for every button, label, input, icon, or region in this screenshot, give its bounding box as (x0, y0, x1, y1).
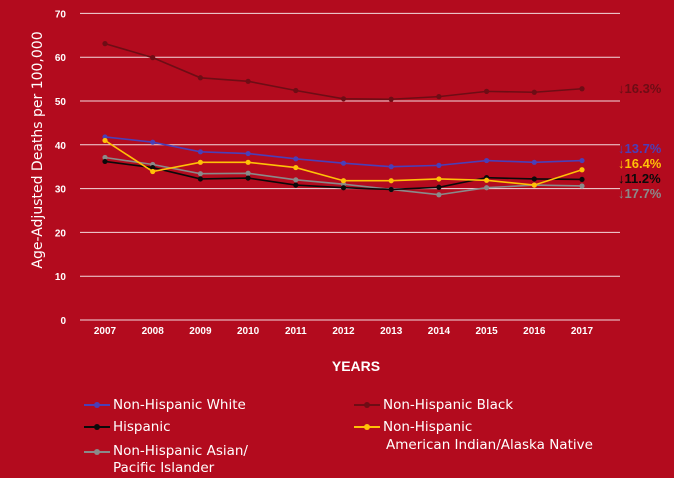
x-tick-label: 2010 (237, 326, 260, 337)
data-point-aian (484, 177, 490, 183)
data-point-aian (197, 159, 203, 165)
data-point-white (293, 156, 299, 162)
data-point-black (340, 96, 347, 102)
data-point-hispanic (388, 186, 394, 193)
y-tick-label: 70 (55, 9, 67, 20)
legend-label-asian-1: Non-Hispanic Asian/ (113, 443, 248, 459)
data-point-asian (579, 183, 585, 189)
legend-label-hispanic: Hispanic (113, 419, 171, 435)
data-point-aian (340, 178, 347, 184)
data-point-white (388, 164, 394, 170)
change-label-aian: ↓16.4% (618, 156, 662, 171)
data-point-asian (102, 154, 108, 161)
data-point-aian (293, 164, 299, 171)
data-point-black (436, 94, 442, 100)
data-point-white (436, 162, 442, 168)
y-axis-title: Age-Adjusted Deaths per 100,000 (30, 31, 46, 268)
y-tick-label: 10 (55, 272, 67, 283)
data-point-black (102, 41, 108, 47)
data-point-hispanic (102, 158, 108, 165)
data-point-asian (293, 177, 299, 183)
data-point-aian (150, 168, 156, 175)
data-point-black (531, 89, 537, 95)
data-point-white (150, 139, 156, 145)
legend-marker-aian (364, 424, 370, 430)
data-point-hispanic (197, 176, 203, 182)
x-tick-label: 2017 (571, 326, 594, 337)
x-tick-label: 2012 (332, 326, 355, 337)
legend-label-white: Non-Hispanic White (113, 397, 246, 413)
data-point-white (340, 160, 347, 166)
legend-label-aian-1: Non-Hispanic (383, 419, 473, 435)
x-axis-title: YEARS (332, 358, 380, 374)
data-point-white (484, 157, 490, 164)
data-point-aian (388, 178, 394, 184)
data-point-white (579, 157, 585, 164)
data-point-black (388, 96, 394, 102)
data-point-black (484, 88, 490, 94)
data-point-aian (436, 176, 442, 182)
legend-marker-hispanic (94, 424, 100, 430)
x-tick-label: 2014 (428, 326, 451, 337)
data-point-black (150, 55, 156, 61)
data-point-hispanic (293, 182, 299, 188)
data-point-asian (245, 170, 251, 176)
series-line-black (104, 42, 583, 101)
legend-label-asian-2: Pacific Islander (113, 460, 215, 476)
data-point-black (579, 86, 585, 92)
x-tick-label: 2015 (475, 326, 498, 337)
data-point-white (245, 150, 251, 157)
data-point-black (293, 87, 299, 94)
legend-marker-asian (94, 449, 100, 455)
data-point-hispanic (579, 176, 585, 183)
y-tick-label: 0 (60, 316, 66, 327)
y-tick-label: 40 (55, 141, 67, 152)
x-tick-label: 2009 (189, 326, 212, 337)
data-point-black (197, 75, 203, 81)
change-label-asian: ↓17.7% (618, 186, 662, 201)
legend-marker-white (94, 402, 100, 408)
change-label-hispanic: ↓11.2% (618, 171, 661, 186)
data-point-hispanic (436, 184, 442, 190)
data-point-aian (245, 159, 251, 165)
y-tick-label: 50 (55, 97, 67, 108)
change-label-white: ↓13.7% (618, 141, 662, 156)
data-point-aian (531, 182, 537, 188)
legend-label-aian-2: American Indian/Alaska Native (386, 437, 593, 453)
data-point-white (531, 159, 537, 165)
data-point-aian (579, 167, 585, 173)
data-point-hispanic (245, 175, 251, 181)
data-point-hispanic (340, 185, 347, 191)
y-tick-label: 20 (55, 228, 67, 239)
data-point-black (245, 78, 251, 84)
y-tick-label: 60 (55, 53, 67, 64)
data-point-hispanic (150, 164, 156, 171)
data-point-asian (484, 185, 490, 191)
data-point-aian (102, 137, 108, 144)
legend-label-black: Non-Hispanic Black (383, 397, 514, 413)
x-tick-label: 2013 (380, 326, 403, 337)
data-point-asian (436, 192, 442, 198)
data-point-white (197, 149, 203, 155)
x-tick-label: 2011 (285, 326, 307, 337)
y-tick-label: 30 (55, 185, 67, 196)
data-point-hispanic (531, 176, 537, 182)
x-tick-label: 2008 (142, 326, 165, 337)
legend-marker-black (364, 402, 370, 408)
change-label-black: ↓16.3% (618, 81, 662, 96)
x-tick-label: 2016 (523, 326, 546, 337)
x-tick-label: 2007 (94, 326, 117, 337)
data-point-asian (197, 171, 203, 177)
